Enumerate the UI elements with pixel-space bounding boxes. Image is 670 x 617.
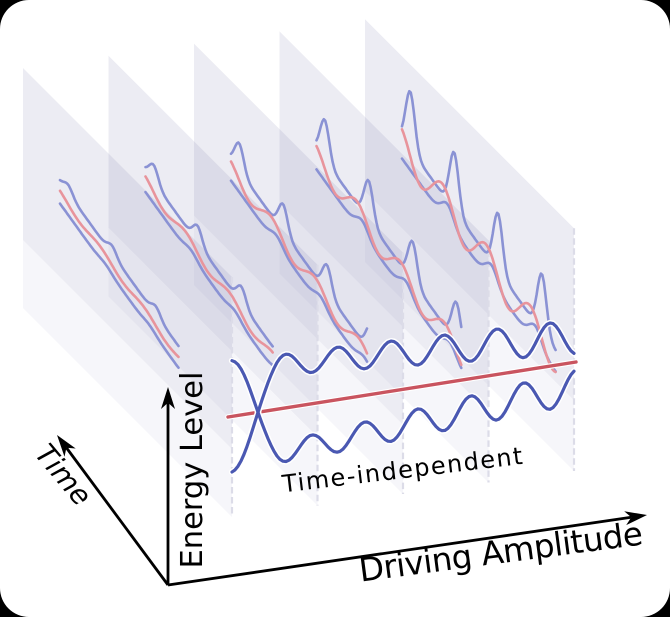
driving-amplitude-axis-arrowhead [624, 511, 647, 526]
panel-red-curve [58, 189, 180, 359]
panel-front-dashed-edges [230, 228, 576, 517]
panel-red-curve [400, 128, 557, 374]
panel-red-curve [315, 144, 463, 367]
front-blue-curve-upper [230, 321, 576, 474]
panel-lower-blue-curve [400, 157, 557, 373]
time-axis-arrowhead [57, 435, 76, 457]
axes [57, 387, 647, 587]
panel-sheet-skirt [23, 240, 232, 517]
panel-sheet [108, 55, 318, 437]
panel-sheet [279, 31, 489, 413]
panel-upper-blue-curve [229, 141, 369, 339]
panel-sheet-skirt [194, 215, 403, 494]
panel-upper-blue-curve [58, 178, 180, 348]
panel-upper-blue-curve [315, 117, 463, 329]
front-red-energy-line [226, 360, 578, 419]
front-time-independent-plot [225, 319, 579, 476]
panel-lower-blue-curve [315, 168, 463, 370]
panel-sheet [194, 43, 403, 425]
panel-quasienergy-curves [58, 89, 557, 374]
panel-sheet [23, 68, 232, 449]
energy-axis-label: Energy Level [175, 372, 210, 569]
panel-red-curve [229, 160, 369, 355]
driving-amplitude-axis-line [167, 515, 632, 587]
panel-upper-blue-curve [144, 162, 274, 348]
panel-lower-blue-curve [144, 190, 274, 367]
panel-lower-blue-curve [58, 202, 180, 369]
panel-red-curve [144, 175, 274, 354]
time-axis-line [65, 446, 170, 586]
energy-axis-arrowhead [161, 387, 175, 409]
front-blue-curve-lower [230, 359, 576, 464]
panel-lower-blue-curve [229, 179, 369, 363]
